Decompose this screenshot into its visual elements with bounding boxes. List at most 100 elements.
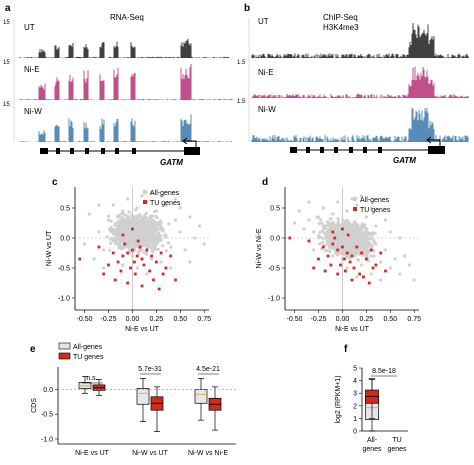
all-genes-point: [130, 212, 134, 216]
all-genes-point: [334, 233, 338, 238]
panel-f-pvalue: 8.5e-18: [372, 368, 396, 375]
all-genes-point: [328, 250, 332, 254]
category-label: Ni-W vs Ni-E: [188, 450, 228, 457]
all-genes-point: [108, 227, 112, 231]
all-genes-point: [134, 215, 138, 219]
all-genes-point: [326, 223, 330, 227]
panel-a-track-nie: [19, 64, 233, 100]
tu-genes-point: [161, 272, 165, 276]
all-genes-point: [325, 240, 329, 244]
all-genes-point: [151, 245, 155, 249]
all-genes-point: [359, 263, 364, 267]
panel-c-legend-tu-genes: TU genes: [150, 200, 181, 207]
all-genes-point: [336, 217, 340, 221]
x-axis-label: Ni-E vs UT: [335, 326, 370, 333]
all-genes-point: [412, 278, 416, 282]
all-genes-point: [357, 250, 361, 254]
all-genes-point: [331, 212, 335, 216]
all-genes-point: [343, 221, 347, 225]
all-genes-point: [125, 220, 129, 224]
all-genes-point: [143, 214, 147, 218]
tu-genes-point: [326, 254, 330, 258]
all-genes-point: [159, 260, 163, 264]
y-tick-label: 5: [353, 366, 357, 373]
y-tick-label: 1: [353, 416, 357, 423]
all-genes-point: [328, 227, 332, 231]
tu-genes-point: [78, 257, 82, 261]
all-genes-point: [115, 221, 119, 225]
all-genes-point: [159, 194, 163, 198]
all-genes-point: [149, 191, 154, 195]
all-genes-point: [108, 248, 112, 252]
all-genes-point: [92, 257, 96, 261]
all-genes-point: [141, 228, 145, 233]
all-genes-point: [128, 248, 132, 252]
all-genes-point: [369, 232, 373, 236]
all-genes-point: [126, 225, 130, 229]
all-genes-point: [134, 235, 138, 239]
panel-e: e All-genes TU genes 0.0 -0.5 -1.0 Ni-E vs …: [30, 342, 236, 457]
all-genes-point: [361, 246, 366, 250]
y-tick-label: 3: [353, 391, 357, 398]
tu-genes-point: [164, 266, 168, 270]
tu-genes-point: [346, 233, 350, 237]
x-tick-label: 0.75: [197, 316, 211, 323]
y-tick-label: -1.0: [58, 296, 70, 303]
panel-c-scatter: -0.50 -0.25 0.00 0.25 0.50 0.75 0.5 0.0 -0.5 -1.0…: [46, 187, 211, 333]
panel-b-title-line1: ChIP-Seq: [323, 13, 358, 22]
x-tick-label: 0.75: [407, 316, 421, 323]
legend-all-genes-marker: [142, 189, 148, 195]
all-genes-point: [120, 245, 124, 249]
tu-genes-point: [307, 239, 311, 243]
all-genes-point: [383, 248, 388, 252]
all-genes-point: [352, 246, 357, 250]
tu-genes-point: [333, 236, 337, 240]
all-genes-point: [97, 230, 101, 234]
all-genes-point: [154, 239, 158, 243]
tu-genes-point: [342, 257, 346, 261]
legend-all-genes-marker: [352, 196, 358, 202]
panel-c-letter: c: [52, 177, 58, 188]
all-genes-point: [328, 217, 332, 221]
all-genes-point: [126, 242, 130, 246]
all-genes-point: [365, 230, 369, 234]
all-genes-point: [318, 242, 322, 246]
all-genes-point: [127, 217, 132, 221]
all-genes-point: [154, 243, 158, 247]
tu-genes-point: [116, 260, 120, 264]
tu-genes-point: [123, 242, 127, 246]
tu-genes-point: [150, 254, 153, 258]
all-genes-point: [336, 200, 340, 204]
tu-genes-point: [336, 248, 340, 252]
all-genes-point: [367, 243, 371, 247]
tu-genes-point: [339, 263, 342, 267]
x-tick-label: 0.25: [360, 316, 374, 323]
tu-genes-point: [142, 263, 146, 267]
all-genes-point: [173, 218, 178, 222]
all-genes-point: [383, 218, 388, 222]
all-genes-point: [109, 236, 114, 241]
box: [136, 388, 150, 405]
all-genes-point: [358, 241, 362, 245]
all-genes-point: [131, 235, 135, 239]
tu-genes-point: [138, 245, 142, 249]
all-genes-point: [353, 226, 357, 231]
panel-e-legend-tu-genes: TU genes: [73, 354, 104, 361]
all-genes-point: [292, 221, 297, 225]
all-genes-point: [127, 210, 131, 214]
all-genes-point: [118, 242, 122, 246]
panel-e-legend: All-genes TU genes: [58, 342, 104, 361]
all-genes-point: [156, 247, 160, 251]
tu-genes-point: [358, 272, 362, 276]
all-genes-point: [137, 230, 142, 235]
y-axis-label: Ni-W vs UT: [46, 230, 53, 266]
all-genes-point: [344, 249, 348, 253]
all-genes-point: [116, 224, 120, 228]
all-genes-point: [336, 245, 340, 249]
all-genes-point: [183, 248, 187, 252]
all-genes-point: [153, 246, 157, 250]
all-genes-point: [353, 249, 357, 253]
panel-f: f 5 4 3 2 1 0 All-genes TU genes log2 (RPKM+1) 8.…: [335, 344, 408, 453]
all-genes-point: [149, 257, 154, 261]
panel-f-letter: f: [344, 344, 348, 355]
